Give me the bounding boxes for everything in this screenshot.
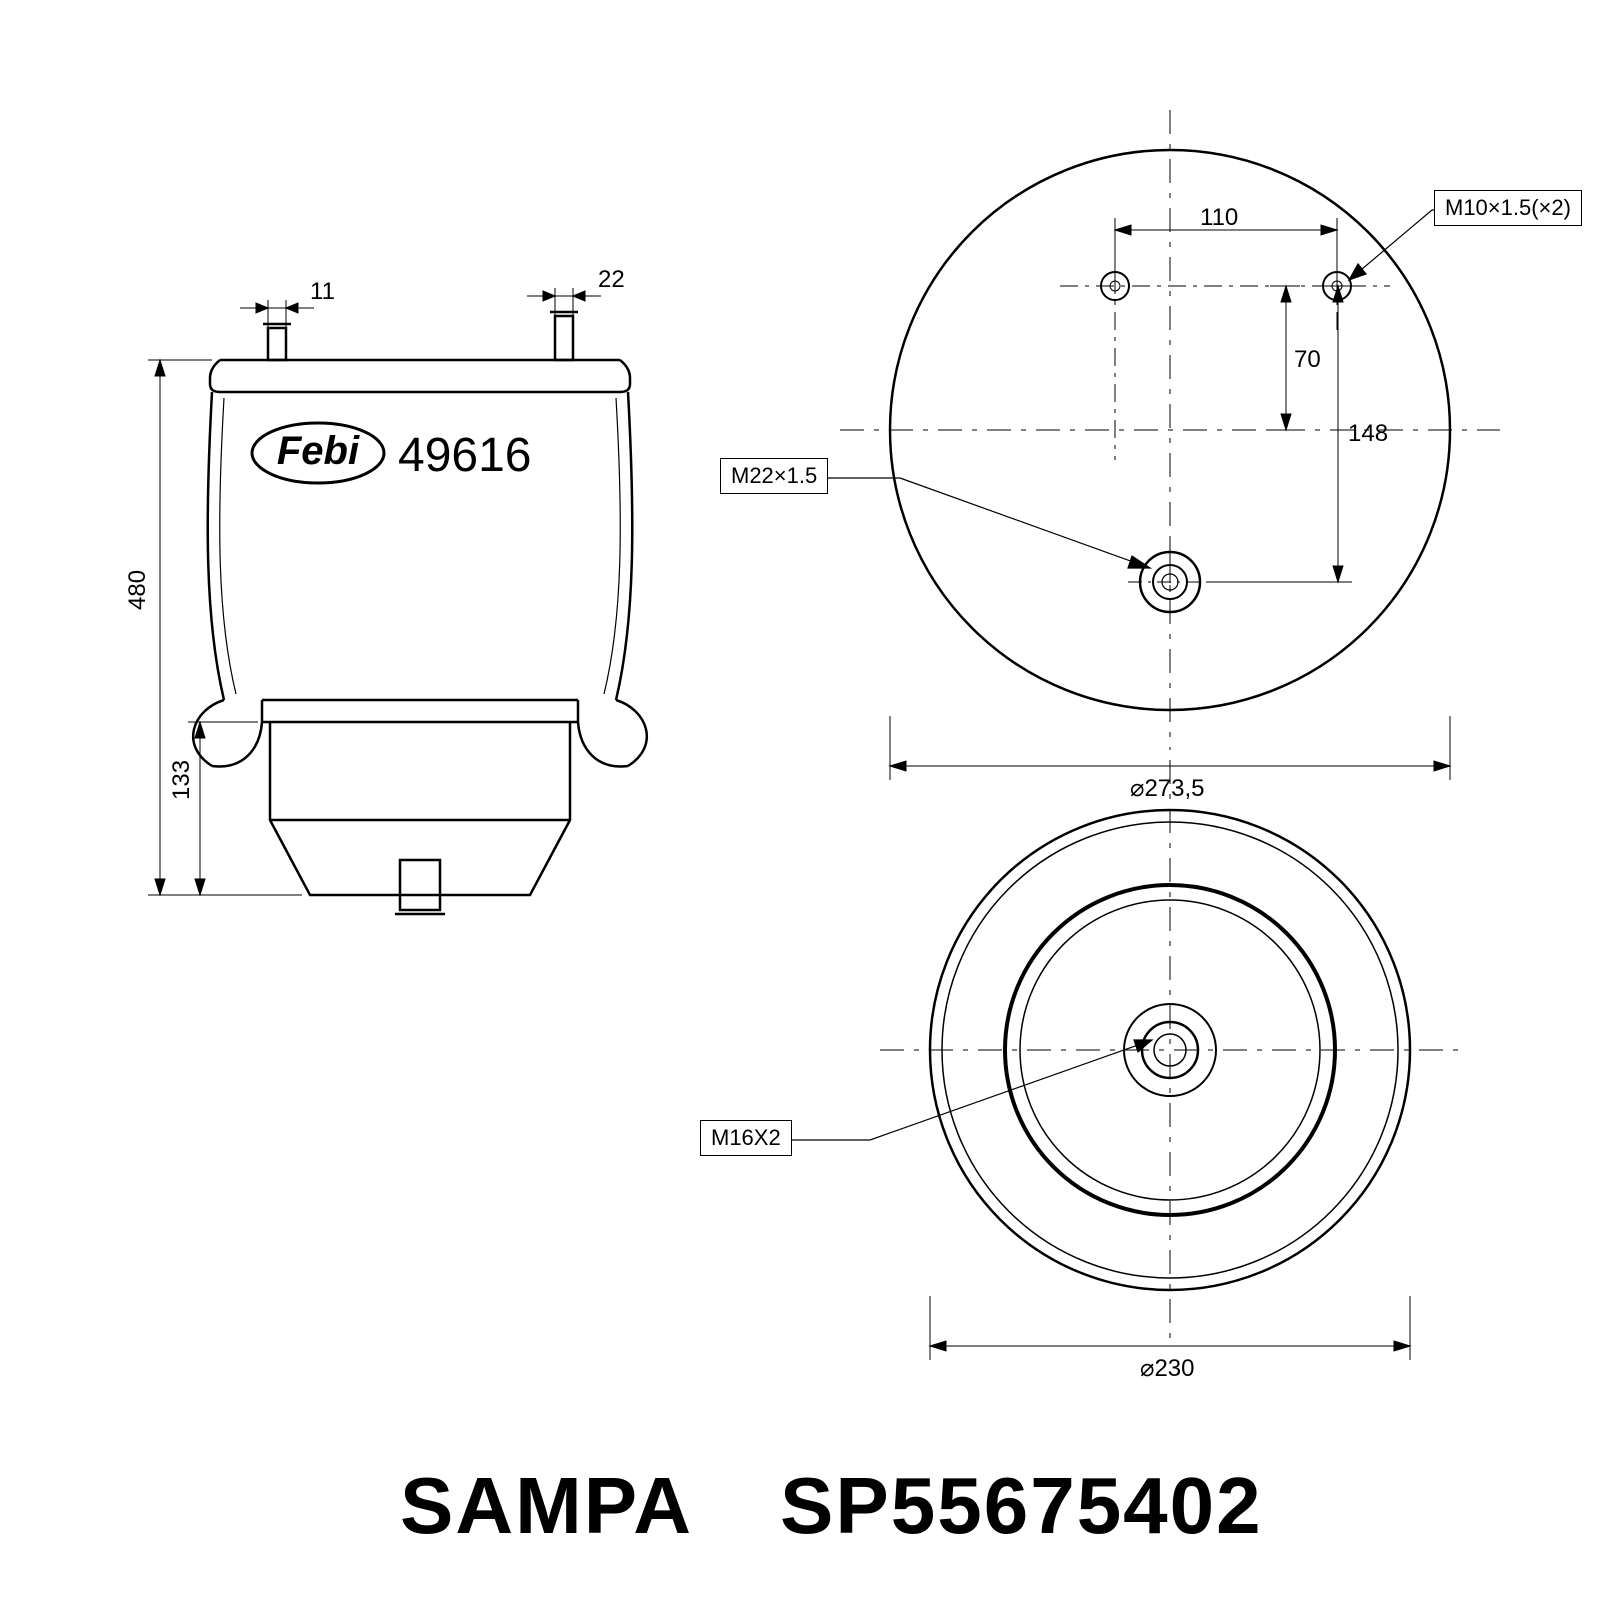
label-center-thread: M16X2: [700, 1120, 792, 1156]
brand-name: SAMPA: [400, 1460, 693, 1552]
brand-sku: SP55675402: [780, 1460, 1263, 1552]
drawing-canvas: 480 133 11 22 Febi 49616: [0, 0, 1600, 1600]
bottom-view-svg: [0, 0, 1600, 1600]
dim-bottom-diameter: ⌀230: [1140, 1354, 1195, 1383]
